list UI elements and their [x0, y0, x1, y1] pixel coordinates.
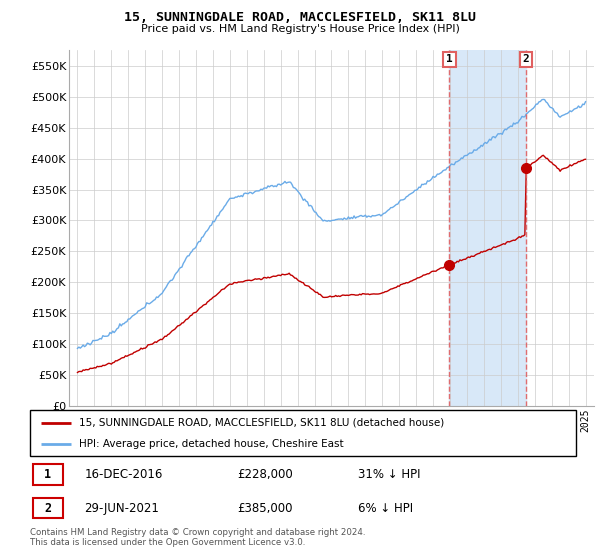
Text: 1: 1 [446, 54, 453, 64]
Text: Contains HM Land Registry data © Crown copyright and database right 2024.
This d: Contains HM Land Registry data © Crown c… [30, 528, 365, 547]
Text: Price paid vs. HM Land Registry's House Price Index (HPI): Price paid vs. HM Land Registry's House … [140, 24, 460, 34]
Text: 16-DEC-2016: 16-DEC-2016 [85, 468, 163, 481]
Text: 31% ↓ HPI: 31% ↓ HPI [358, 468, 420, 481]
Bar [33, 498, 63, 519]
Text: 2: 2 [523, 54, 529, 64]
Bar [33, 464, 63, 485]
Text: 15, SUNNINGDALE ROAD, MACCLESFIELD, SK11 8LU: 15, SUNNINGDALE ROAD, MACCLESFIELD, SK11… [124, 11, 476, 24]
Text: 1: 1 [44, 468, 52, 481]
Bar [449, 50, 526, 406]
Text: £385,000: £385,000 [238, 502, 293, 515]
Text: 29-JUN-2021: 29-JUN-2021 [85, 502, 160, 515]
Text: 15, SUNNINGDALE ROAD, MACCLESFIELD, SK11 8LU (detached house): 15, SUNNINGDALE ROAD, MACCLESFIELD, SK11… [79, 418, 445, 428]
Text: £228,000: £228,000 [238, 468, 293, 481]
Text: 6% ↓ HPI: 6% ↓ HPI [358, 502, 413, 515]
Text: 2: 2 [44, 502, 52, 515]
Text: HPI: Average price, detached house, Cheshire East: HPI: Average price, detached house, Ches… [79, 439, 344, 449]
